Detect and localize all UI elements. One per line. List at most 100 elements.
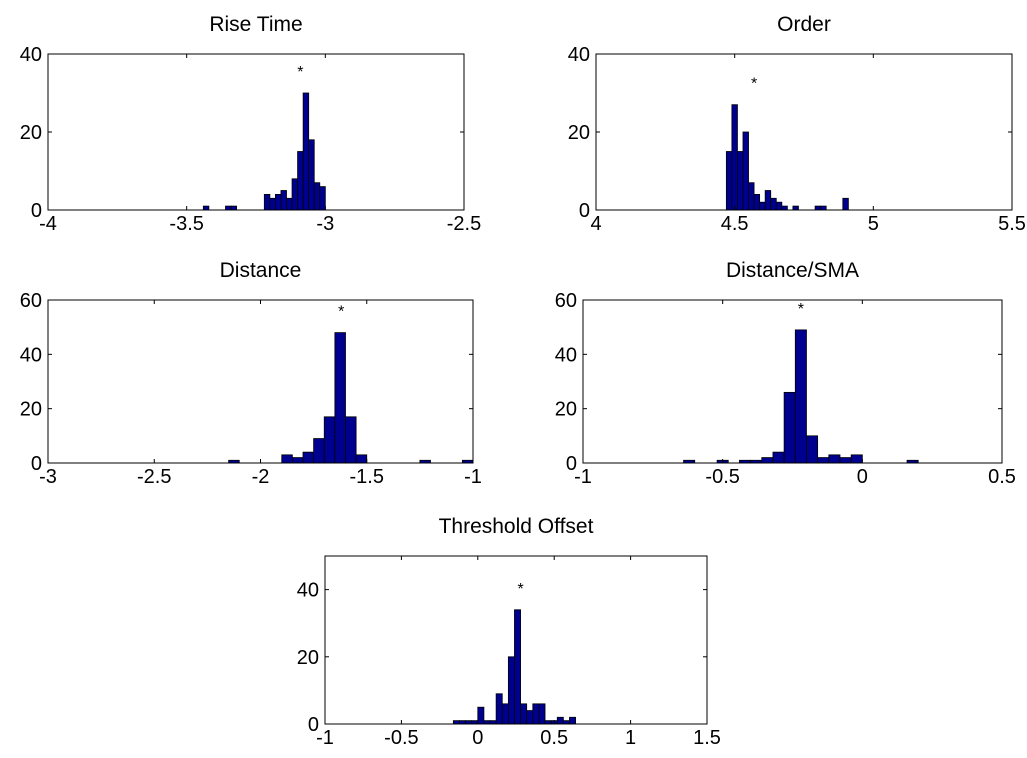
histogram-bar: [263, 193, 271, 211]
histogram-bar: [302, 451, 315, 464]
peak-marker: *: [297, 64, 303, 81]
x-tick-label: 1: [625, 727, 636, 749]
histogram-bar: [477, 706, 485, 725]
histogram-bar: [753, 193, 761, 211]
histogram-bar: [569, 716, 576, 725]
histogram-bar: [770, 197, 777, 211]
histogram-bar: [452, 720, 460, 725]
histogram-bar: [286, 197, 293, 211]
histogram-bar: [772, 451, 785, 464]
histogram-bar: [783, 391, 796, 464]
histogram-bar: [507, 656, 515, 725]
y-tick-label: 20: [555, 399, 577, 421]
x-tick-label: -0.5: [384, 727, 418, 749]
histogram-bar: [526, 710, 534, 725]
histogram-bar: [319, 186, 326, 211]
x-tick-label: 4.5: [721, 213, 749, 235]
histogram-bar: [828, 454, 841, 464]
histogram-bar: [345, 416, 357, 464]
axes-frame: [324, 555, 708, 725]
chart-title: Distance/SMA: [726, 259, 859, 282]
x-tick-label: 5: [868, 213, 879, 235]
x-tick-label: -2: [252, 466, 270, 488]
y-tick-label: 60: [555, 290, 577, 312]
histogram-bar: [737, 151, 744, 211]
peak-marker: *: [751, 76, 757, 93]
histogram-bar: [225, 205, 232, 211]
histogram-bar: [465, 720, 473, 725]
histogram-bar: [775, 201, 783, 211]
histogram-panel-2: 4 4.5 5 5.5 0 20 40 Order *: [568, 13, 1026, 235]
histogram-bar: [483, 720, 491, 725]
bars: [202, 92, 326, 211]
y-tick-label: 0: [579, 200, 590, 222]
histogram-bar: [520, 703, 528, 725]
histogram-bar: [556, 716, 564, 725]
y-tick-label: 40: [568, 44, 590, 66]
histogram-bar: [323, 416, 336, 464]
y-tick-label: 40: [20, 44, 42, 66]
histogram-bar: [794, 329, 807, 464]
y-tick-label: 20: [20, 122, 42, 144]
histogram-bar: [275, 193, 282, 211]
histogram-bar: [731, 104, 738, 211]
histogram-bar: [759, 201, 766, 211]
histogram-bar: [842, 197, 849, 211]
histogram-bar: [302, 92, 310, 211]
y-tick-label: 40: [297, 580, 319, 602]
bars: [228, 332, 474, 464]
histogram-bar: [297, 151, 304, 211]
plot-area: [595, 53, 1013, 211]
histogram-panel-5: -1 -0.5 0 0.5 1 1.5 0 20 40 Threshold Offset *: [297, 515, 721, 749]
histogram-bar: [839, 457, 852, 464]
plot-area: [47, 53, 465, 211]
histogram-bar: [781, 205, 788, 211]
x-tick-label: -1: [574, 466, 592, 488]
y-tick-label: 40: [20, 344, 42, 366]
histogram-bar: [291, 457, 304, 464]
y-tick-label: 0: [31, 453, 42, 475]
histogram-panel-1: -4 -3.5 -3 -2.5 0 20 40 Rise Time *: [20, 13, 481, 235]
x-tick-label: -1: [316, 727, 334, 749]
histogram-bar: [792, 205, 799, 211]
histogram-bar: [725, 151, 733, 211]
histogram-bar: [817, 457, 830, 464]
x-tick-label: -3.5: [169, 213, 203, 235]
histogram-bar: [355, 454, 368, 464]
x-tick-label: -4: [39, 213, 57, 235]
histogram-bar: [806, 435, 819, 464]
chart-title: Order: [777, 13, 831, 36]
y-tick-label: 60: [20, 290, 42, 312]
histogram-bar: [820, 205, 827, 211]
histogram-bar: [291, 178, 299, 211]
histogram-bar: [562, 720, 570, 725]
chart-title: Threshold Offset: [439, 515, 594, 538]
y-tick-label: 0: [31, 200, 42, 222]
histogram-bar: [814, 205, 822, 211]
histogram-bar: [313, 438, 325, 464]
histogram-bar: [501, 703, 509, 725]
histogram-bar: [748, 182, 755, 211]
y-tick-label: 0: [308, 714, 319, 736]
peak-marker: *: [798, 301, 804, 318]
x-tick-label: 5.5: [998, 213, 1026, 235]
y-tick-label: 20: [20, 399, 42, 421]
histogram-bar: [308, 139, 315, 211]
x-tick-label: -3: [316, 213, 334, 235]
y-tick-label: 0: [566, 453, 577, 475]
histogram-bar: [334, 332, 346, 464]
x-tick-label: 1.5: [693, 727, 721, 749]
axes-frame: [582, 299, 1003, 464]
y-tick-label: 20: [568, 122, 590, 144]
histogram-bar: [202, 205, 210, 211]
x-tick-label: 0: [857, 466, 868, 488]
x-tick-label: -3: [39, 466, 57, 488]
y-tick-label: 20: [297, 647, 319, 669]
histogram-bar: [471, 720, 479, 725]
x-tick-label: -1: [464, 466, 482, 488]
histogram-bar: [764, 190, 772, 211]
x-tick-label: 0.5: [988, 466, 1016, 488]
peak-marker: *: [338, 304, 344, 321]
histogram-bar: [281, 454, 293, 464]
